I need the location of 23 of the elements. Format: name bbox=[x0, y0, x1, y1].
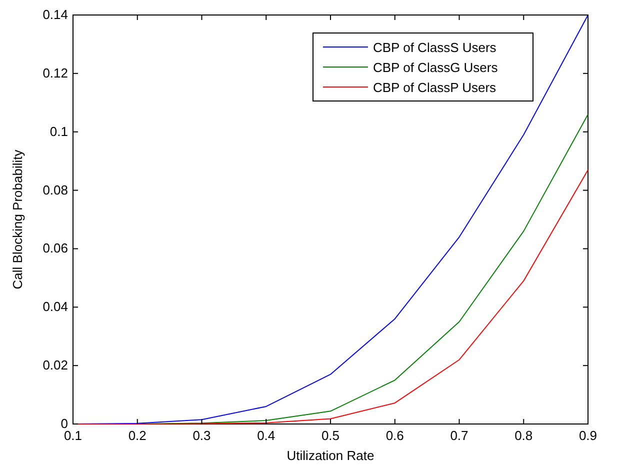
y-tick-label: 0.12 bbox=[42, 65, 68, 80]
y-tick-label: 0 bbox=[60, 416, 68, 431]
legend-label: CBP of ClassG Users bbox=[373, 60, 498, 75]
y-tick-label: 0.06 bbox=[42, 240, 68, 256]
x-axis-title: Utilization Rate bbox=[286, 448, 374, 463]
x-tick-label: 0.3 bbox=[192, 428, 211, 443]
x-tick-label: 0.2 bbox=[128, 428, 146, 443]
y-tick-label: 0.1 bbox=[50, 124, 68, 139]
x-tick-label: 0.7 bbox=[450, 428, 468, 443]
y-tick-label: 0.04 bbox=[42, 299, 68, 314]
x-tick-label: 0.9 bbox=[578, 428, 598, 443]
x-tick-label: 0.8 bbox=[514, 428, 533, 443]
y-tick-label: 0.14 bbox=[42, 7, 68, 22]
x-tick-label: 0.5 bbox=[321, 428, 340, 443]
x-tick-label: 0.6 bbox=[386, 428, 404, 443]
line-series bbox=[72, 14, 588, 424]
y-tick-label: 0.02 bbox=[42, 358, 68, 373]
legend-label: CBP of ClassP Users bbox=[373, 80, 497, 95]
x-tick-label: 0.1 bbox=[64, 428, 82, 443]
y-tick-label: 0.08 bbox=[42, 182, 68, 198]
x-tick-label: 0.4 bbox=[257, 428, 276, 443]
y-axis-title: Call Blocking Probability bbox=[10, 149, 25, 290]
legend-label: CBP of ClassS Users bbox=[373, 40, 497, 55]
